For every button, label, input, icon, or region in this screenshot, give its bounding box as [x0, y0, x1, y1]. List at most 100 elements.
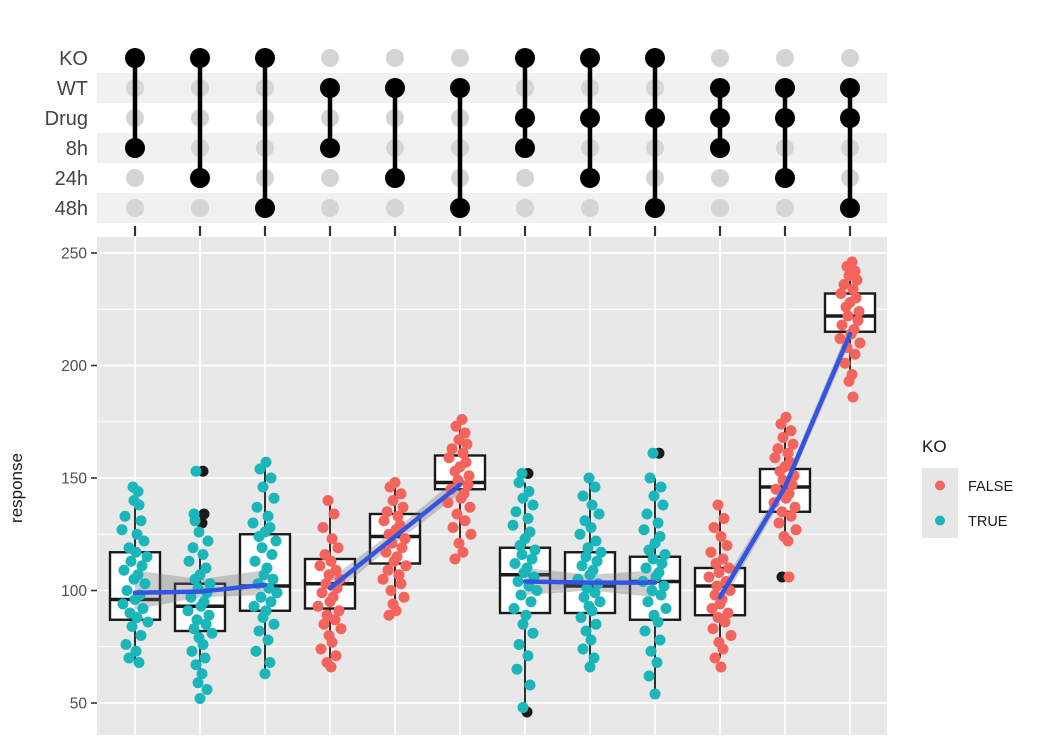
jitter-point — [785, 510, 797, 522]
combination-matrix: KO WT Drug 8h 24h 48h — [45, 48, 887, 236]
jitter-point — [772, 443, 784, 455]
outlier-point — [198, 508, 210, 520]
jitter-point — [131, 612, 143, 623]
jitter-point — [517, 702, 529, 713]
matrix-dot-active — [125, 138, 145, 158]
jitter-point — [262, 510, 274, 522]
jitter-point — [141, 551, 153, 563]
jitter-point — [585, 522, 597, 533]
legend-label: TRUE — [968, 514, 1008, 530]
jitter-point — [853, 306, 865, 317]
jitter-point — [508, 603, 520, 614]
jitter-point — [197, 639, 209, 650]
jitter-point — [253, 625, 265, 637]
jitter-point — [266, 549, 278, 560]
matrix-dot-inactive — [711, 199, 729, 217]
jitter-point — [526, 553, 538, 565]
jitter-point — [578, 591, 590, 603]
jitter-point — [584, 661, 596, 673]
jitter-point — [647, 447, 659, 459]
matrix-dot-active — [125, 48, 145, 68]
jitter-point — [455, 492, 467, 504]
jitter-point — [190, 465, 202, 477]
jitter-point — [380, 546, 392, 558]
jitter-point — [446, 443, 458, 455]
matrix-dot-inactive — [386, 49, 404, 67]
jitter-point — [787, 438, 799, 450]
jitter-point — [588, 652, 600, 664]
jitter-point — [130, 645, 142, 657]
matrix-dot-active — [320, 138, 340, 158]
jitter-point — [650, 571, 662, 583]
jitter-point — [265, 472, 277, 484]
jitter-point — [646, 585, 658, 596]
jitter-point — [191, 614, 203, 626]
jitter-point — [253, 531, 265, 542]
jitter-point — [640, 562, 652, 574]
jitter-point — [722, 607, 734, 619]
y-tick-label: 250 — [61, 246, 87, 263]
jitter-point — [527, 499, 539, 511]
jitter-point — [196, 668, 208, 680]
jitter-point — [326, 533, 338, 545]
jitter-point — [315, 643, 327, 655]
jitter-point — [192, 677, 204, 689]
jitter-point — [185, 591, 197, 603]
jitter-point — [333, 605, 345, 617]
jitter-point — [447, 522, 459, 533]
matrix-row-label: Drug — [45, 108, 88, 130]
matrix-dot-inactive — [386, 199, 404, 217]
smooth-line — [717, 331, 853, 600]
jitter-point — [641, 508, 653, 520]
matrix-row-label: 24h — [55, 168, 88, 190]
jitter-point — [443, 452, 455, 464]
jitter-point — [129, 594, 141, 605]
jitter-point — [774, 465, 786, 477]
jitter-point — [453, 537, 465, 549]
jitter-point — [199, 652, 211, 664]
jitter-point — [398, 591, 410, 603]
jitter-point — [639, 625, 651, 637]
matrix-dot-active — [645, 48, 665, 68]
jitter-point — [126, 621, 138, 632]
panel-background — [97, 237, 887, 735]
legend-swatch-dot — [935, 480, 945, 491]
jitter-point — [703, 571, 715, 583]
jitter-point — [527, 627, 539, 639]
matrix-dot-inactive — [321, 199, 339, 217]
jitter-point — [201, 684, 213, 695]
jitter-point — [507, 519, 519, 531]
matrix-dot-active — [645, 108, 665, 128]
jitter-point — [385, 585, 397, 596]
jitter-point — [655, 481, 667, 493]
jitter-point — [838, 279, 850, 290]
matrix-dot-active — [580, 108, 600, 128]
jitter-point — [589, 587, 601, 599]
jitter-point — [510, 506, 522, 518]
jitter-point — [186, 645, 198, 657]
jitter-point — [121, 585, 133, 596]
jitter-point — [648, 490, 660, 502]
jitter-point — [270, 535, 282, 547]
jitter-point — [142, 616, 154, 628]
jitter-point — [574, 528, 586, 540]
jitter-point — [654, 634, 666, 646]
jitter-point — [249, 555, 261, 567]
jitter-point — [645, 645, 657, 657]
jitter-point — [715, 531, 727, 542]
jitter-point — [457, 447, 469, 459]
jitter-point — [262, 634, 274, 646]
jitter-point — [775, 418, 787, 430]
jitter-point — [251, 501, 263, 513]
matrix-stripe — [97, 73, 887, 103]
matrix-dot-active — [645, 198, 665, 218]
smooth-lines — [132, 331, 853, 600]
jitter-point — [586, 605, 598, 617]
jitter-point — [847, 391, 859, 403]
legend-swatch-dot — [935, 515, 945, 526]
jitter-point — [849, 348, 861, 360]
matrix-row-label: 48h — [55, 198, 88, 220]
matrix-dot-active — [385, 78, 405, 98]
jitter-point — [721, 540, 733, 551]
